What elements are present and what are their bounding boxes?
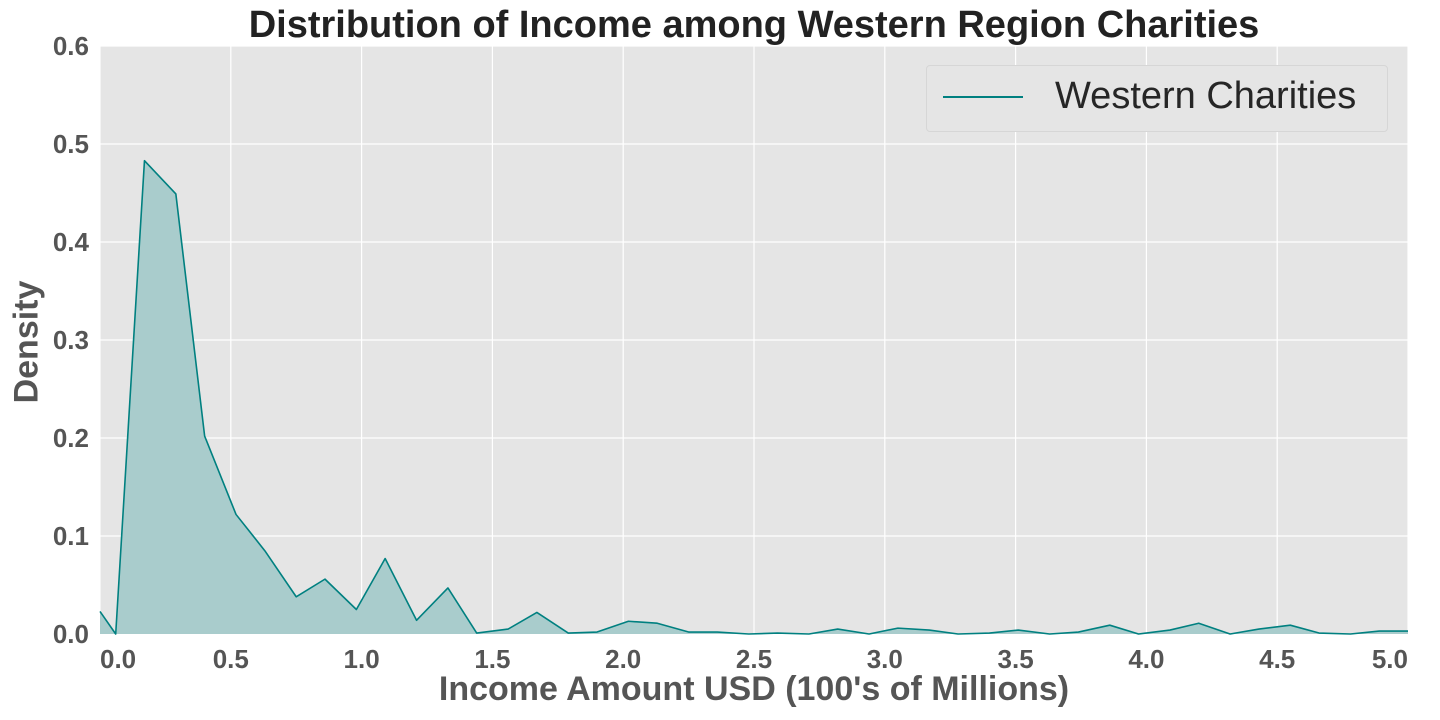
chart-title: Distribution of Income among Western Reg…	[248, 4, 1260, 46]
x-tick-label: 2.0	[605, 644, 641, 674]
y-tick-label: 0.6	[53, 31, 89, 61]
y-tick-label: 0.2	[53, 423, 89, 453]
x-tick-label: 3.0	[867, 644, 903, 674]
y-tick-label: 0.0	[53, 619, 89, 649]
x-tick-label: 4.5	[1259, 644, 1295, 674]
x-axis-label: Income Amount USD (100's of Millions)	[438, 670, 1070, 708]
x-tick-label: 0.0	[100, 644, 136, 674]
x-tick-label: 2.5	[736, 644, 772, 674]
y-tick-label: 0.3	[53, 325, 89, 355]
x-tick-label: 3.5	[998, 644, 1034, 674]
x-tick-label: 1.0	[344, 644, 380, 674]
density-line	[99, 159, 1408, 635]
density-area-fill	[100, 160, 1408, 634]
x-tick-label: 0.5	[213, 644, 249, 674]
y-tick-label: 0.1	[53, 521, 89, 551]
x-tick-label: 1.5	[474, 644, 510, 674]
y-tick-label: 0.5	[53, 129, 89, 159]
x-tick-label: 4.0	[1128, 644, 1164, 674]
y-tick-label: 0.4	[53, 227, 90, 257]
legend-swatch-line	[943, 96, 1023, 98]
y-axis-label: Density	[7, 280, 46, 404]
legend: Western Charities	[926, 65, 1388, 132]
legend-label: Western Charities	[1055, 75, 1357, 117]
x-tick-label: 5.0	[1372, 644, 1408, 674]
